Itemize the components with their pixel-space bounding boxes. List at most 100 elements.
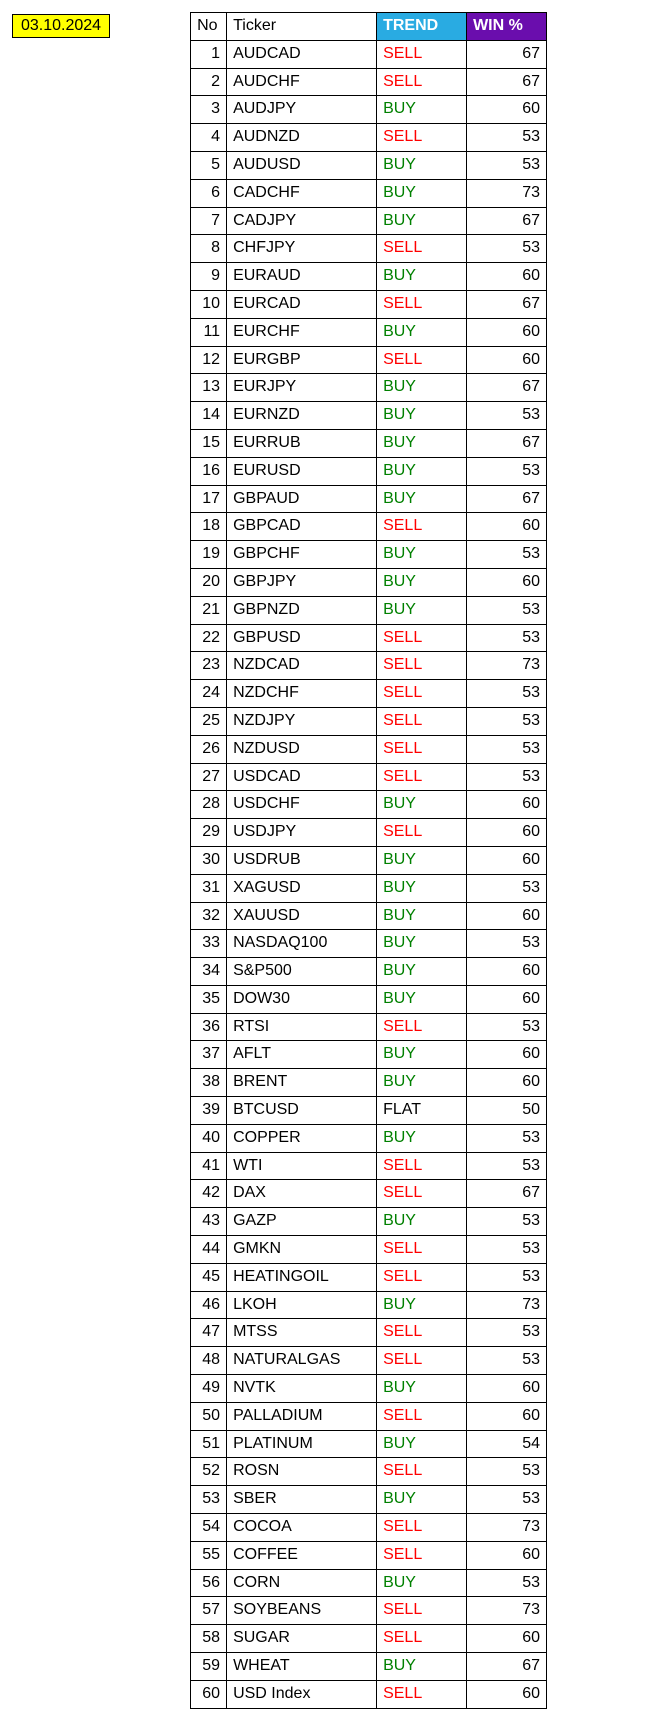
cell-no: 41 bbox=[191, 1152, 227, 1180]
table-row: 54COCOASELL73 bbox=[191, 1514, 547, 1542]
cell-ticker: NATURALGAS bbox=[227, 1347, 377, 1375]
cell-no: 26 bbox=[191, 735, 227, 763]
cell-trend: BUY bbox=[377, 485, 467, 513]
cell-trend: SELL bbox=[377, 1541, 467, 1569]
cell-no: 43 bbox=[191, 1208, 227, 1236]
cell-no: 24 bbox=[191, 680, 227, 708]
cell-no: 29 bbox=[191, 819, 227, 847]
cell-no: 46 bbox=[191, 1291, 227, 1319]
cell-win: 50 bbox=[467, 1097, 547, 1125]
cell-trend: BUY bbox=[377, 151, 467, 179]
cell-trend: SELL bbox=[377, 1625, 467, 1653]
cell-win: 53 bbox=[467, 624, 547, 652]
cell-ticker: GMKN bbox=[227, 1236, 377, 1264]
cell-ticker: EURRUB bbox=[227, 429, 377, 457]
table-row: 55COFFEESELL60 bbox=[191, 1541, 547, 1569]
table-row: 45HEATINGOILSELL53 bbox=[191, 1263, 547, 1291]
cell-ticker: COCOA bbox=[227, 1514, 377, 1542]
cell-trend: SELL bbox=[377, 1680, 467, 1708]
table-row: 5AUDUSDBUY53 bbox=[191, 151, 547, 179]
cell-no: 37 bbox=[191, 1041, 227, 1069]
table-row: 43GAZPBUY53 bbox=[191, 1208, 547, 1236]
table-row: 44GMKNSELL53 bbox=[191, 1236, 547, 1264]
table-row: 34S&P500BUY60 bbox=[191, 958, 547, 986]
table-row: 19GBPCHFBUY53 bbox=[191, 541, 547, 569]
cell-no: 59 bbox=[191, 1653, 227, 1681]
cell-no: 60 bbox=[191, 1680, 227, 1708]
cell-win: 53 bbox=[467, 151, 547, 179]
cell-no: 49 bbox=[191, 1375, 227, 1403]
cell-win: 53 bbox=[467, 735, 547, 763]
cell-trend: BUY bbox=[377, 1653, 467, 1681]
cell-trend: BUY bbox=[377, 541, 467, 569]
cell-ticker: EURUSD bbox=[227, 457, 377, 485]
cell-ticker: WTI bbox=[227, 1152, 377, 1180]
cell-trend: BUY bbox=[377, 1069, 467, 1097]
table-row: 39BTCUSDFLAT50 bbox=[191, 1097, 547, 1125]
cell-ticker: EURNZD bbox=[227, 402, 377, 430]
cell-trend: BUY bbox=[377, 985, 467, 1013]
cell-trend: SELL bbox=[377, 290, 467, 318]
cell-trend: SELL bbox=[377, 1013, 467, 1041]
col-header-no: No bbox=[191, 13, 227, 41]
table-body: 1AUDCADSELL672AUDCHFSELL673AUDJPYBUY604A… bbox=[191, 40, 547, 1708]
cell-no: 57 bbox=[191, 1597, 227, 1625]
table-row: 50PALLADIUMSELL60 bbox=[191, 1402, 547, 1430]
cell-ticker: USDJPY bbox=[227, 819, 377, 847]
cell-ticker: GBPCAD bbox=[227, 513, 377, 541]
cell-ticker: CADCHF bbox=[227, 179, 377, 207]
cell-ticker: AUDNZD bbox=[227, 124, 377, 152]
cell-ticker: AUDUSD bbox=[227, 151, 377, 179]
cell-trend: BUY bbox=[377, 1291, 467, 1319]
cell-no: 16 bbox=[191, 457, 227, 485]
cell-win: 60 bbox=[467, 1375, 547, 1403]
cell-ticker: AFLT bbox=[227, 1041, 377, 1069]
cell-win: 53 bbox=[467, 1569, 547, 1597]
cell-trend: SELL bbox=[377, 1597, 467, 1625]
cell-win: 53 bbox=[467, 874, 547, 902]
cell-no: 48 bbox=[191, 1347, 227, 1375]
cell-ticker: SUGAR bbox=[227, 1625, 377, 1653]
cell-trend: BUY bbox=[377, 930, 467, 958]
cell-trend: SELL bbox=[377, 235, 467, 263]
table-row: 30USDRUBBUY60 bbox=[191, 846, 547, 874]
col-header-trend: TREND bbox=[377, 13, 467, 41]
cell-no: 1 bbox=[191, 40, 227, 68]
table-row: 46LKOHBUY73 bbox=[191, 1291, 547, 1319]
cell-no: 51 bbox=[191, 1430, 227, 1458]
signals-table: No Ticker TREND WIN % 1AUDCADSELL672AUDC… bbox=[190, 12, 547, 1709]
cell-trend: BUY bbox=[377, 207, 467, 235]
cell-no: 5 bbox=[191, 151, 227, 179]
cell-ticker: ROSN bbox=[227, 1458, 377, 1486]
cell-trend: BUY bbox=[377, 318, 467, 346]
cell-win: 53 bbox=[467, 1458, 547, 1486]
cell-win: 53 bbox=[467, 930, 547, 958]
cell-no: 27 bbox=[191, 763, 227, 791]
cell-trend: BUY bbox=[377, 958, 467, 986]
cell-win: 67 bbox=[467, 485, 547, 513]
cell-ticker: AUDJPY bbox=[227, 96, 377, 124]
table-row: 21GBPNZDBUY53 bbox=[191, 596, 547, 624]
cell-no: 4 bbox=[191, 124, 227, 152]
table-row: 10EURCADSELL67 bbox=[191, 290, 547, 318]
table-row: 41WTISELL53 bbox=[191, 1152, 547, 1180]
cell-ticker: GBPNZD bbox=[227, 596, 377, 624]
cell-trend: SELL bbox=[377, 1180, 467, 1208]
cell-no: 34 bbox=[191, 958, 227, 986]
table-row: 36RTSISELL53 bbox=[191, 1013, 547, 1041]
cell-win: 73 bbox=[467, 1291, 547, 1319]
cell-win: 60 bbox=[467, 958, 547, 986]
cell-no: 52 bbox=[191, 1458, 227, 1486]
table-row: 3AUDJPYBUY60 bbox=[191, 96, 547, 124]
cell-win: 53 bbox=[467, 402, 547, 430]
cell-trend: SELL bbox=[377, 1319, 467, 1347]
cell-ticker: CHFJPY bbox=[227, 235, 377, 263]
table-row: 20GBPJPYBUY60 bbox=[191, 568, 547, 596]
cell-no: 54 bbox=[191, 1514, 227, 1542]
cell-ticker: EURAUD bbox=[227, 263, 377, 291]
cell-ticker: PLATINUM bbox=[227, 1430, 377, 1458]
cell-trend: SELL bbox=[377, 1458, 467, 1486]
table-row: 52ROSNSELL53 bbox=[191, 1458, 547, 1486]
cell-ticker: RTSI bbox=[227, 1013, 377, 1041]
cell-no: 30 bbox=[191, 846, 227, 874]
